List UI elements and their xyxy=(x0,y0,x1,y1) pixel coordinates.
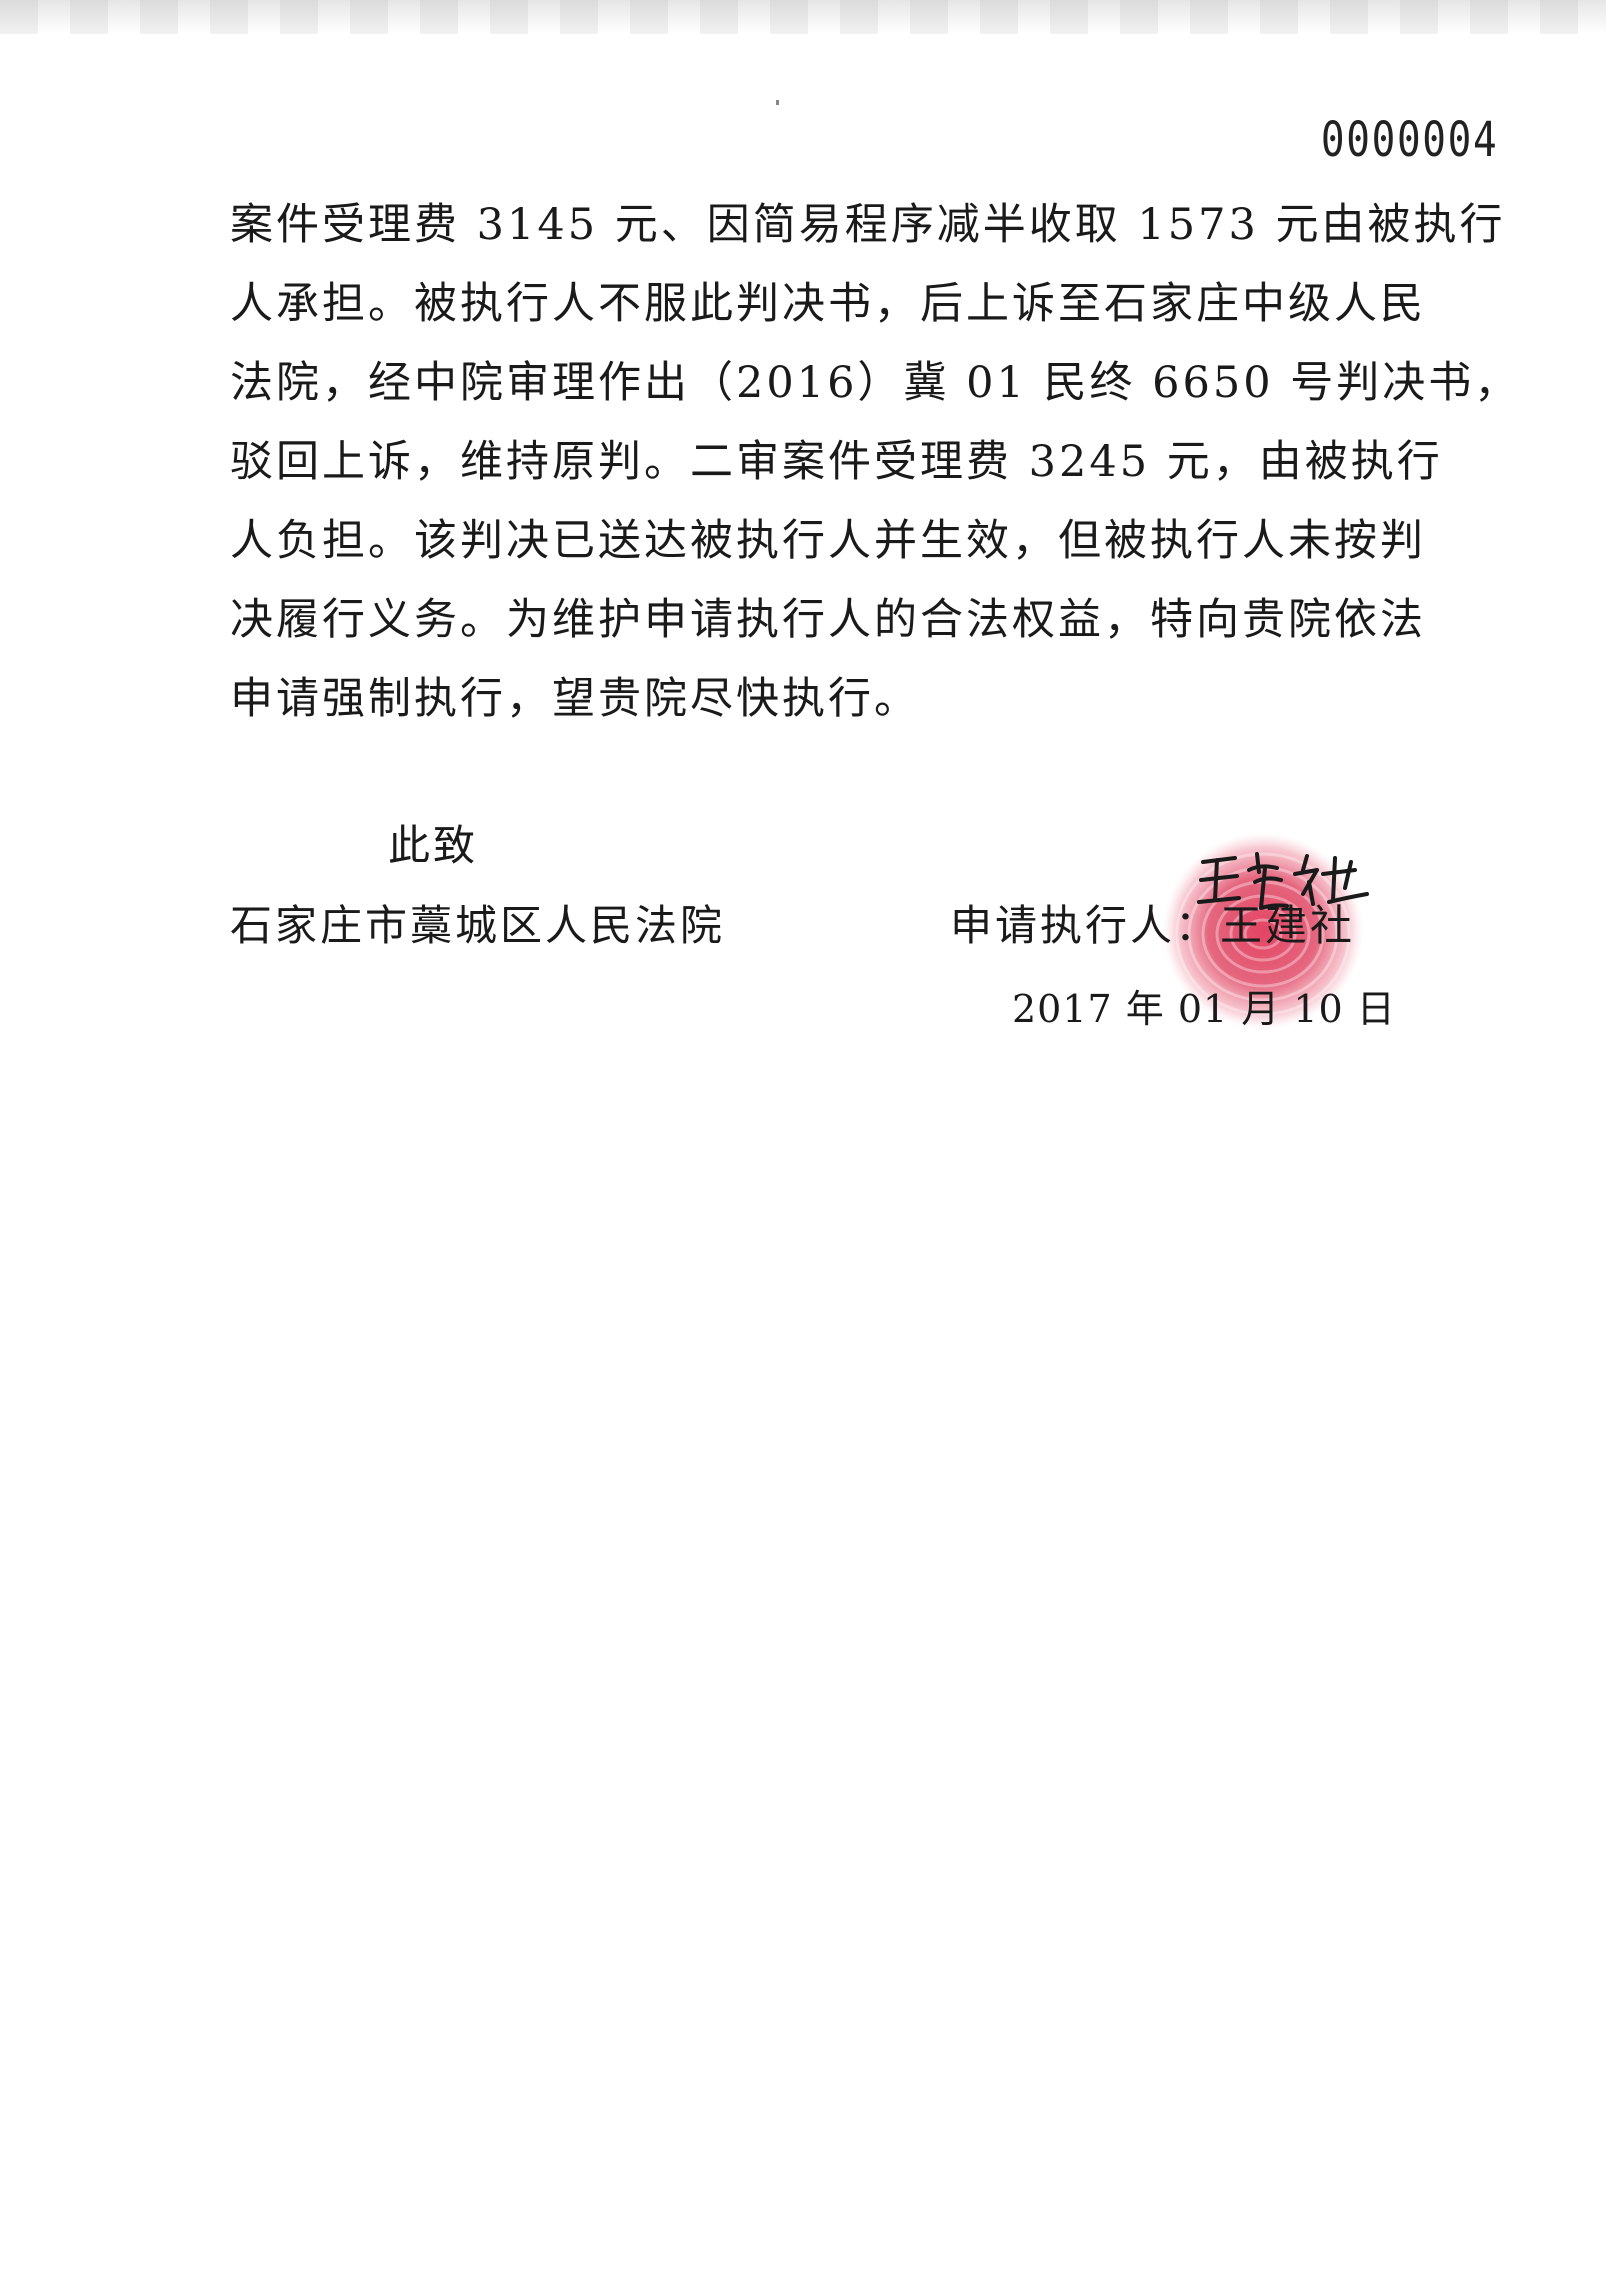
body-line: 驳回上诉，维持原判。二审案件受理费 3245 元，由被执行 xyxy=(230,437,1443,487)
applicant-line: 申请执行人：王建社 xyxy=(950,892,1355,953)
signing-date: 2017 年 01 月 10 日 xyxy=(1012,987,1396,1031)
applicant-label: 申请执行人： xyxy=(950,901,1221,950)
body-line: 案件受理费 3145 元、因简易程序减半收取 1573 元由被执行 xyxy=(230,200,1506,250)
recipient-court: 石家庄市藁城区人民法院 xyxy=(230,901,726,950)
handwritten-signature xyxy=(1197,852,1369,910)
body-line: 人负担。该判决已送达被执行人并生效，但被执行人未按判 xyxy=(230,516,1426,566)
scan-edge-artifact xyxy=(0,0,1606,34)
body-line: 申请强制执行，望贵院尽快执行。 xyxy=(230,674,920,724)
closing-salutation: 此致 xyxy=(388,821,479,870)
body-line: 法院，经中院审理作出（2016）冀 01 民终 6650 号判决书， xyxy=(230,358,1521,408)
page-number: 0000004 xyxy=(1320,112,1498,168)
body-line: 决履行义务。为维护申请执行人的合法权益，特向贵院依法 xyxy=(230,595,1426,645)
body-line: 人承担。被执行人不服此判决书，后上诉至石家庄中级人民 xyxy=(230,279,1426,329)
scan-dust-mark xyxy=(776,100,779,105)
applicant-name: 王建社 xyxy=(1220,901,1356,950)
body-paragraph: 案件受理费 3145 元、因简易程序减半收取 1573 元由被执行 人承担。被执… xyxy=(230,186,1521,739)
